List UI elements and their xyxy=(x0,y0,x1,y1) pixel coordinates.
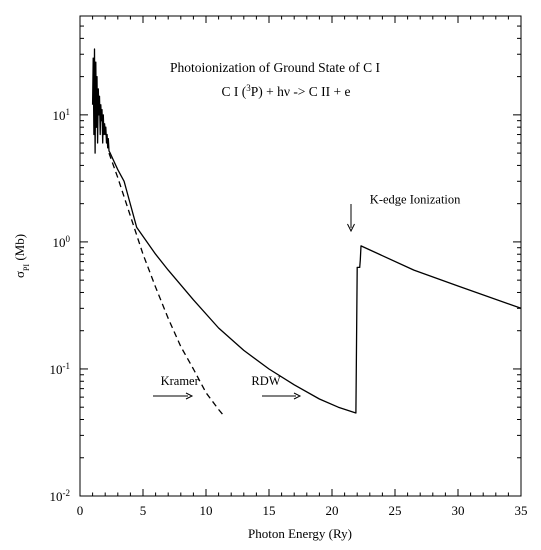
y-tick-label: 10-1 xyxy=(50,361,71,377)
kramer-annotation: Kramer xyxy=(161,374,200,388)
series-layer xyxy=(91,48,522,416)
y-axis-label-subscript: PI xyxy=(22,264,31,271)
y-tick-label: 100 xyxy=(53,234,71,250)
x-tick-label: 20 xyxy=(326,503,339,518)
y-tick-label-base: 10 xyxy=(53,108,66,123)
rdw-arrow-head-icon xyxy=(293,392,302,400)
x-tick-label: 30 xyxy=(452,503,465,518)
reaction-text-pre: C I ( xyxy=(221,84,246,99)
reaction-text-post: P) + hν -> C II + e xyxy=(251,84,351,99)
y-tick-label-base: 10 xyxy=(53,235,66,250)
kramer-series-line xyxy=(108,152,225,416)
x-axis-label: Photon Energy (Ry) xyxy=(248,526,352,541)
x-tick-label: 10 xyxy=(200,503,213,518)
y-tick-label-exponent: 0 xyxy=(66,234,71,244)
y-tick-label-exponent: 1 xyxy=(66,107,71,117)
rdw-series-line xyxy=(91,48,522,414)
k-edge-arrow-head-icon xyxy=(347,223,355,233)
x-tick-label: 15 xyxy=(263,503,276,518)
chart-subtitle: C I (3P) + hν -> C II + e xyxy=(221,83,350,99)
y-axis-label-symbol: σ xyxy=(12,271,27,278)
k-edge-annotation: K-edge Ionization xyxy=(370,193,461,207)
x-tick-label: 5 xyxy=(140,503,147,518)
rdw-annotation: RDW xyxy=(251,374,280,388)
chart-title: Photoionization of Ground State of C I xyxy=(170,60,380,75)
y-tick-label: 101 xyxy=(53,107,71,123)
y-tick-label: 10-2 xyxy=(50,488,71,504)
x-tick-label: 25 xyxy=(389,503,402,518)
y-axis-label: σPI (Mb) xyxy=(12,234,31,278)
kramer-arrow-head-icon xyxy=(185,392,194,400)
x-tick-label: 0 xyxy=(77,503,84,518)
reaction-text-superscript: 3 xyxy=(246,83,251,93)
y-tick-label-exponent: -2 xyxy=(63,488,71,498)
y-tick-label-exponent: -1 xyxy=(63,361,71,371)
y-axis-label-unit: (Mb) xyxy=(12,234,27,264)
y-tick-label-base: 10 xyxy=(50,362,63,377)
x-axis-ticks: 0 5 10 15 20 25 30 35 xyxy=(77,16,528,518)
plot-frame xyxy=(79,15,522,497)
y-tick-label-base: 10 xyxy=(50,489,63,504)
x-tick-label: 35 xyxy=(515,503,528,518)
